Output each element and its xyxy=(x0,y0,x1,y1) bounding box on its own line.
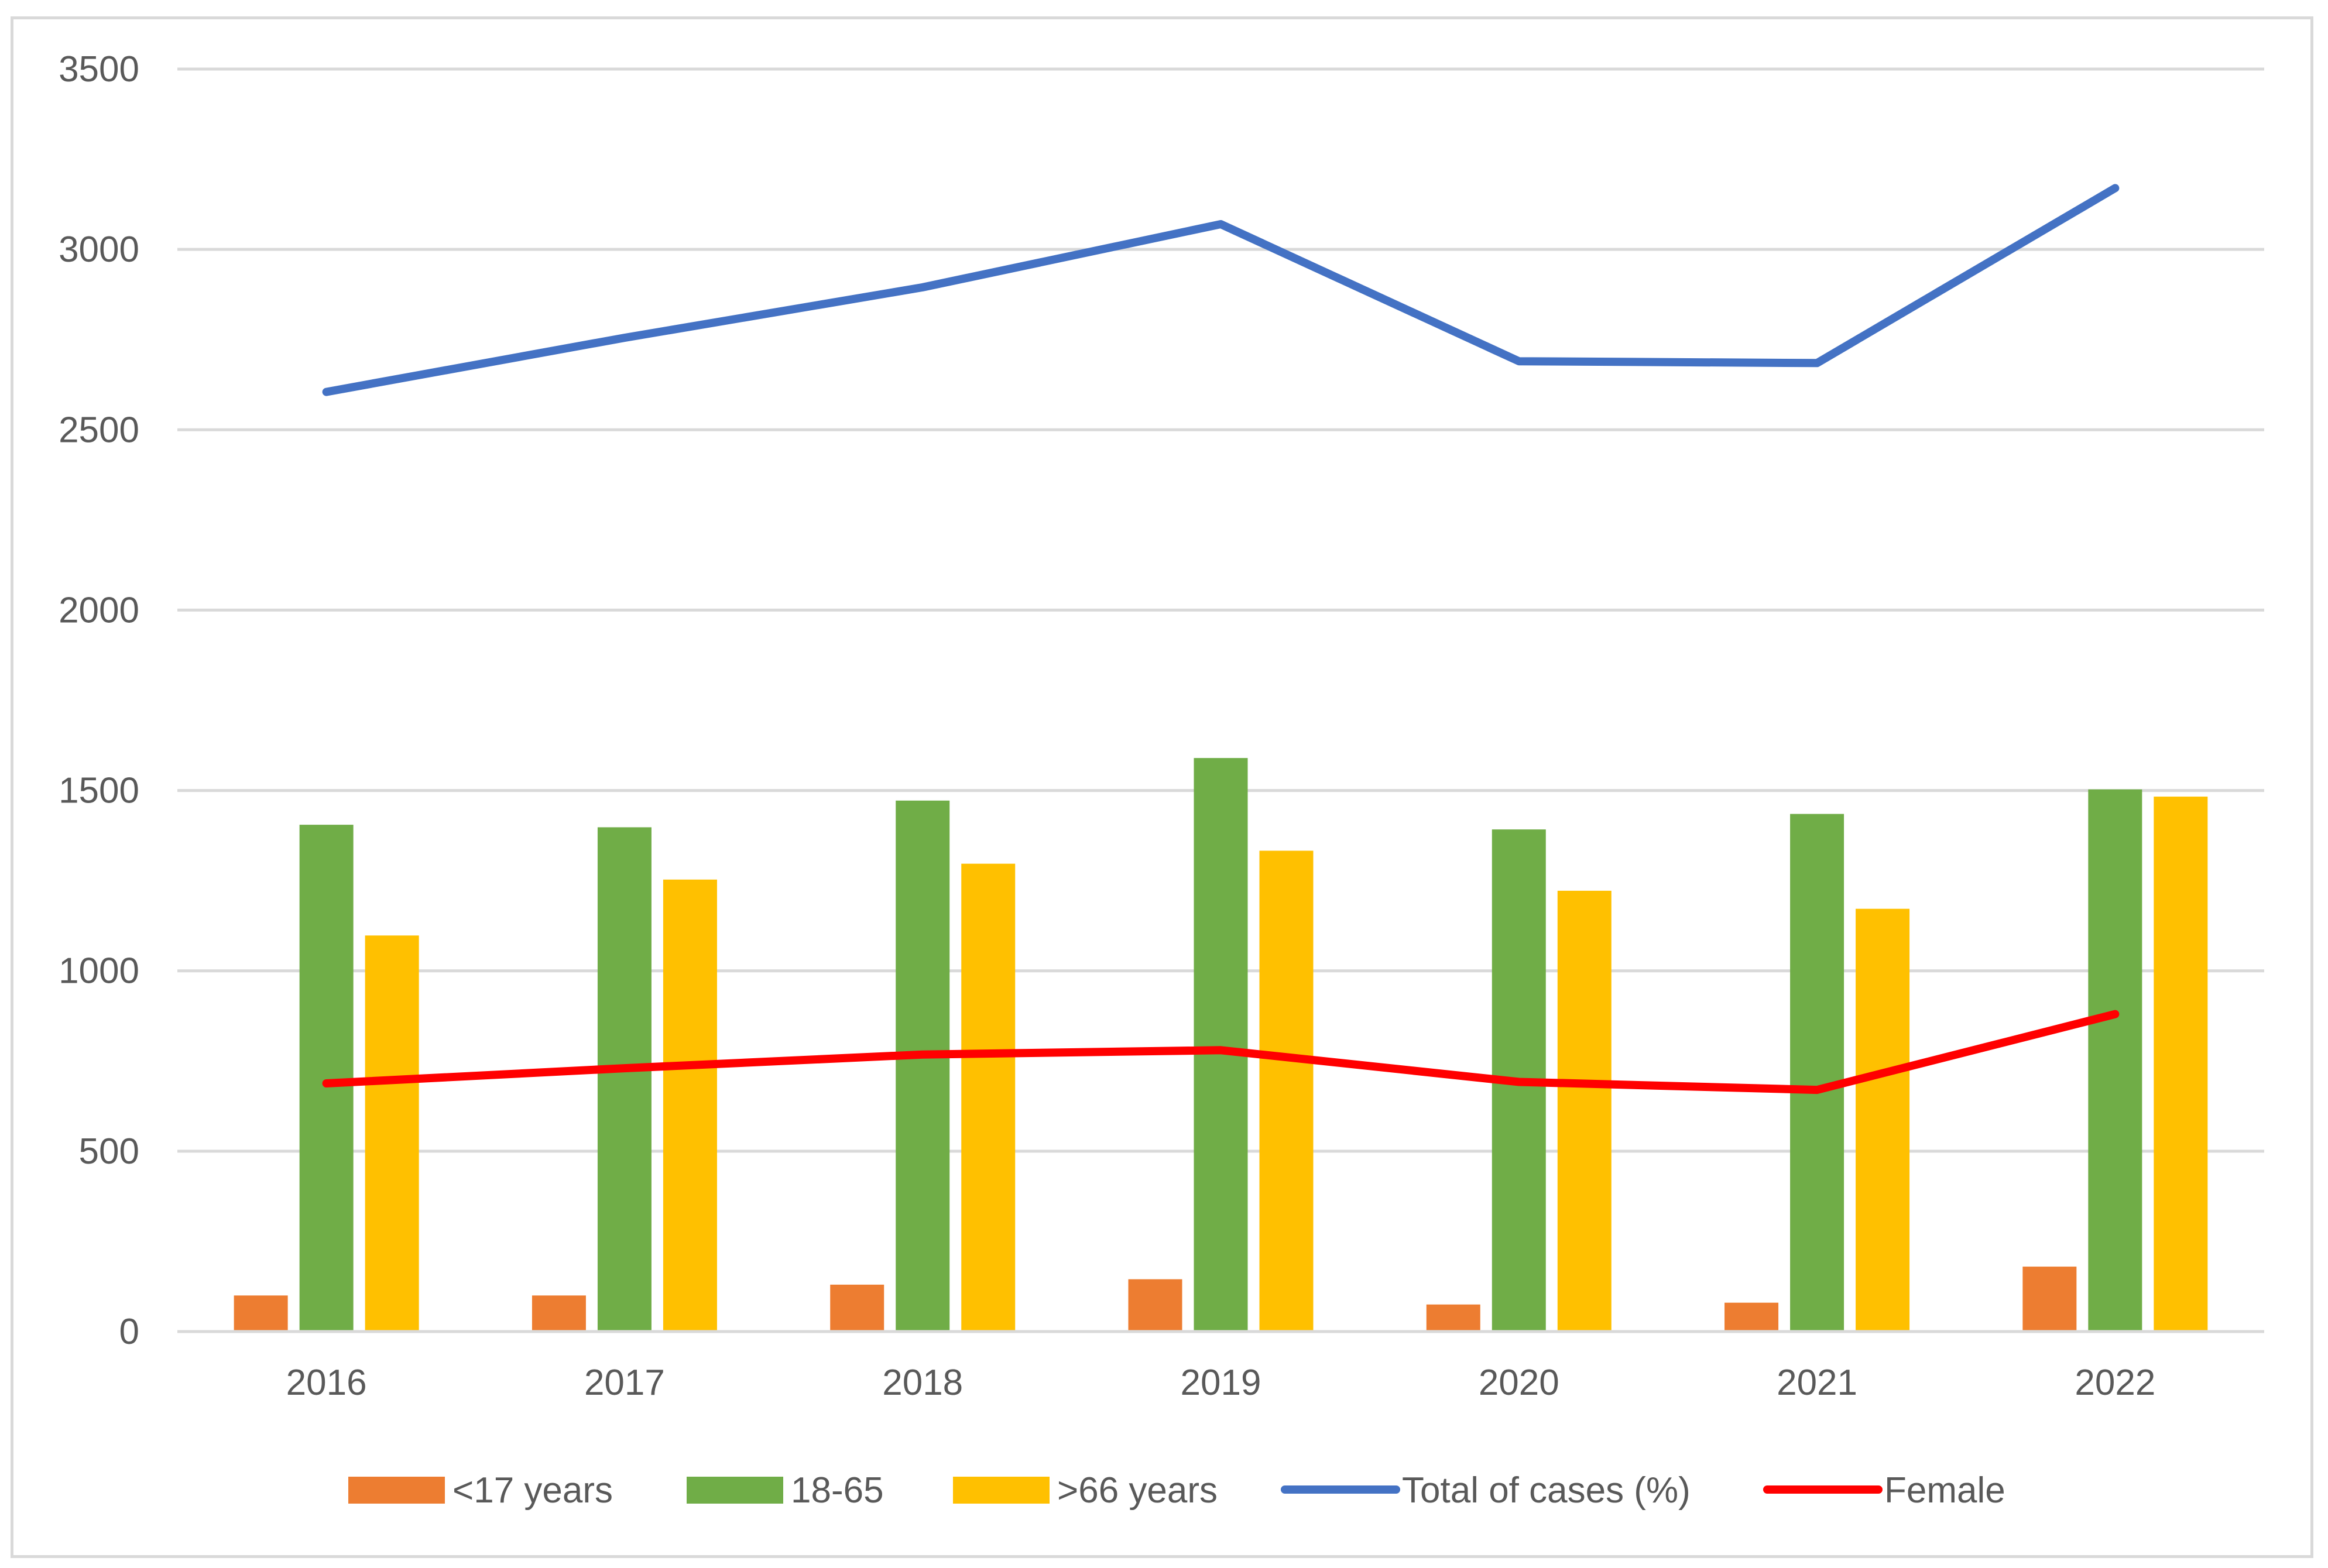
y-tick-label-1500: 1500 xyxy=(59,771,139,811)
y-tick-label-2000: 2000 xyxy=(59,590,139,630)
legend-item-18-65: 18-65 xyxy=(687,1470,884,1511)
lines xyxy=(322,184,2120,1094)
bar-18-65-2019 xyxy=(1194,758,1248,1332)
legend-label-total-of-cases: Total of cases (%) xyxy=(1402,1470,1691,1511)
bar-18-65-2018 xyxy=(896,800,950,1332)
legend-label-66-years: >66 years xyxy=(1057,1470,1218,1511)
bar-66-years-2020 xyxy=(1557,890,1612,1332)
legend-swatch-17-years xyxy=(348,1477,445,1504)
legend-swatch-18-65 xyxy=(687,1477,783,1504)
y-axis-tick-labels: 0 500 1000 1500 2000 2500 3000 3500 xyxy=(59,49,139,1352)
x-tick-label-2017: 2017 xyxy=(584,1363,665,1403)
bar-66-years-2018 xyxy=(961,863,1016,1332)
legend-item-66-years: >66 years xyxy=(953,1470,1218,1511)
bar-17-years-2016 xyxy=(234,1295,288,1332)
legend: <17 years 18-65 >66 years Total of cases (%… xyxy=(348,1470,2005,1511)
bar-66-years-2022 xyxy=(2154,797,2208,1332)
bar-17-years-2018 xyxy=(830,1284,884,1332)
legend-item-17-years: <17 years xyxy=(348,1470,613,1511)
bar-18-65-2017 xyxy=(597,827,652,1332)
y-tick-label-0: 0 xyxy=(119,1312,139,1352)
bar-17-years-2021 xyxy=(1724,1302,1779,1332)
legend-item-total-of-cases: Total of cases (%) xyxy=(1281,1470,1691,1511)
bar-17-years-2020 xyxy=(1426,1304,1480,1332)
bar-18-65-2016 xyxy=(299,825,354,1332)
x-tick-label-2018: 2018 xyxy=(882,1363,963,1403)
line-female xyxy=(322,1010,2120,1094)
bar-17-years-2017 xyxy=(532,1295,586,1332)
x-tick-label-2022: 2022 xyxy=(2075,1363,2155,1403)
y-tick-label-3500: 3500 xyxy=(59,49,139,90)
legend-label-17-years: <17 years xyxy=(452,1470,613,1511)
bar-66-years-2021 xyxy=(1856,908,1910,1332)
legend-swatch-66-years xyxy=(953,1477,1050,1504)
y-tick-label-3000: 3000 xyxy=(59,229,139,270)
bar-18-65-2022 xyxy=(2088,789,2142,1332)
bars xyxy=(234,758,2208,1332)
bar-66-years-2016 xyxy=(365,935,419,1332)
bar-66-years-2017 xyxy=(663,879,717,1332)
legend-label-18-65: 18-65 xyxy=(791,1470,884,1511)
legend-item-female: Female xyxy=(1763,1470,2005,1511)
y-tick-label-500: 500 xyxy=(79,1131,139,1172)
bar-17-years-2019 xyxy=(1128,1279,1182,1332)
line-total-of-cases xyxy=(322,184,2120,396)
y-tick-label-1000: 1000 xyxy=(59,951,139,991)
x-tick-label-2016: 2016 xyxy=(286,1363,367,1403)
chart-frame: 0 500 1000 1500 2000 2500 3000 3500 2016 2017 201… xyxy=(11,16,2313,1558)
x-axis-tick-labels: 2016 2017 2018 2019 2020 2021 2022 xyxy=(286,1363,2156,1403)
y-tick-label-2500: 2500 xyxy=(59,410,139,450)
legend-label-female: Female xyxy=(1884,1470,2005,1511)
bar-66-years-2019 xyxy=(1259,850,1314,1332)
bar-17-years-2022 xyxy=(2022,1267,2077,1332)
x-tick-label-2019: 2019 xyxy=(1181,1363,1261,1403)
x-tick-label-2021: 2021 xyxy=(1777,1363,1857,1403)
x-tick-label-2020: 2020 xyxy=(1479,1363,1559,1403)
bar-18-65-2021 xyxy=(1790,814,1844,1332)
